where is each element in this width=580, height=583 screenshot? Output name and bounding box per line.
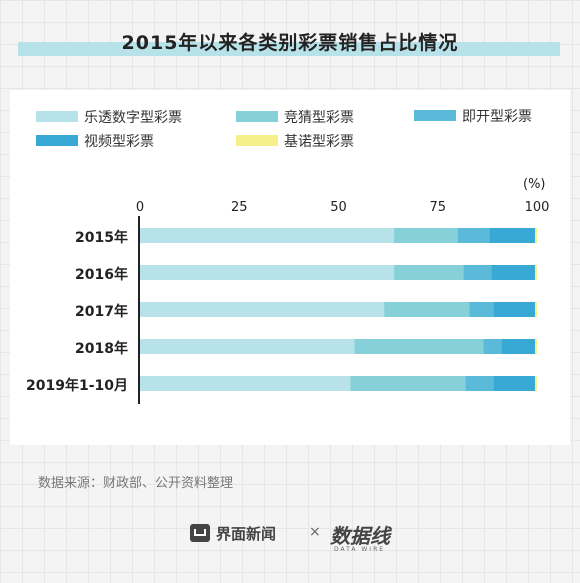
chart-title: 2015年以来各类别彩票销售占比情况: [121, 32, 459, 54]
bar-segment: [140, 228, 395, 243]
bar-segment: [491, 265, 536, 280]
bar-segment: [350, 376, 466, 391]
title-highlight-band: [18, 42, 560, 56]
legend-label: 基诺型彩票: [284, 133, 354, 150]
bar-segment: [535, 376, 537, 391]
data-source-note: 数据来源：财政部、公开资料整理: [38, 476, 234, 491]
bar-segment: [483, 339, 502, 354]
bar-segment: [489, 228, 536, 243]
x-tick-label: 100: [525, 200, 550, 215]
legend-swatch: [414, 110, 456, 121]
times-separator: ×: [309, 524, 321, 540]
category-label: 2018年: [75, 340, 128, 357]
x-tick-label: 75: [429, 200, 446, 215]
category-label: 2017年: [75, 303, 128, 320]
bar-segment: [535, 302, 537, 317]
bar-segment: [384, 302, 470, 317]
legend-label: 视频型彩票: [84, 134, 154, 150]
bar-segment: [140, 302, 385, 317]
bar-segment: [535, 339, 537, 354]
legend-label: 竞猜型彩票: [284, 109, 354, 126]
x-tick-label: 0: [136, 200, 144, 215]
bar-segment: [535, 228, 537, 243]
bar-segment: [501, 339, 536, 354]
legend-label: 乐透数字型彩票: [84, 110, 182, 126]
bar-segment: [394, 265, 464, 280]
category-labels: 2015年 2016年 2017年 2018年 2019年1-10月: [26, 229, 128, 394]
bar-segment: [140, 376, 351, 391]
x-axis-ticks: 0 25 50 75 100: [136, 200, 550, 215]
bar-segment: [469, 302, 494, 317]
bar-segment: [463, 265, 492, 280]
category-label: 2015年: [75, 229, 128, 246]
legend-label: 即开型彩票: [462, 109, 532, 125]
category-label: 2019年1-10月: [26, 377, 128, 394]
bar-segment: [493, 302, 536, 317]
bar-segment: [535, 265, 537, 280]
bars: [140, 228, 537, 391]
bar-segment: [354, 339, 484, 354]
x-tick-label: 50: [330, 200, 347, 215]
footer-logos: 界面新闻 × 数据线 DATA WIRE: [0, 520, 580, 553]
datawire-logo-subtitle: DATA WIRE: [334, 546, 386, 553]
legend-swatch: [236, 135, 278, 146]
category-label: 2016年: [75, 266, 128, 283]
bar-segment: [493, 376, 536, 391]
legend-swatch: [36, 111, 78, 122]
datawire-logo: 数据线: [330, 524, 390, 548]
bar-segment: [465, 376, 494, 391]
unit-label: (%): [523, 177, 546, 192]
legend-swatch: [36, 135, 78, 146]
jiemian-logo-text: 界面新闻: [216, 525, 277, 543]
bar-segment: [394, 228, 458, 243]
bar-segment: [140, 339, 355, 354]
x-tick-label: 25: [231, 200, 248, 215]
legend-swatch: [236, 111, 278, 122]
bar-segment: [457, 228, 490, 243]
jiemian-logo-icon: [190, 524, 210, 542]
bar-segment: [140, 265, 395, 280]
